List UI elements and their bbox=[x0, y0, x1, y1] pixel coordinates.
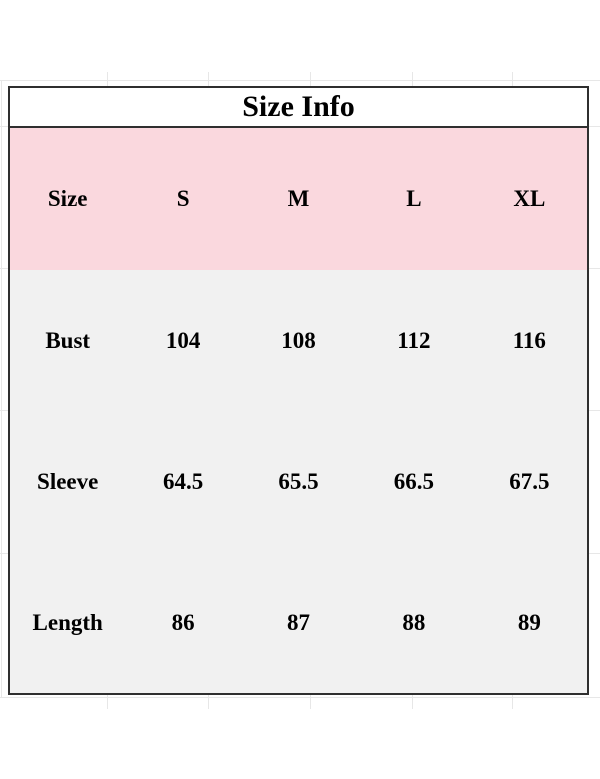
sheet-gridline bbox=[589, 553, 600, 554]
sheet-gridline bbox=[1, 80, 2, 698]
sleeve-xl-value: 67.5 bbox=[509, 468, 550, 494]
size-s-header: S bbox=[176, 186, 190, 211]
size-l-header: L bbox=[406, 186, 422, 211]
size-m-header: M bbox=[287, 186, 310, 211]
bust-l-value: 112 bbox=[397, 327, 431, 353]
sheet-gridline bbox=[512, 695, 513, 709]
sheet-gridline bbox=[412, 695, 413, 709]
size-header-row: Size S M L XL bbox=[10, 128, 587, 270]
sheet-gridline bbox=[310, 695, 311, 709]
sheet-gridline bbox=[0, 126, 8, 127]
sheet-gridline bbox=[0, 697, 600, 698]
sheet-gridline bbox=[208, 695, 209, 709]
sheet-gridline bbox=[412, 72, 413, 86]
sleeve-label: Sleeve bbox=[37, 468, 99, 494]
sheet-gridline bbox=[589, 126, 600, 127]
size-xl-header: XL bbox=[513, 186, 546, 211]
length-s-value: 86 bbox=[171, 609, 195, 635]
sleeve-s-value: 64.5 bbox=[162, 468, 204, 494]
sheet-gridline bbox=[310, 72, 311, 86]
length-l-value: 88 bbox=[402, 609, 426, 635]
sleeve-row: Sleeve 64.5 65.5 66.5 67.5 bbox=[10, 411, 587, 552]
bust-s-value: 104 bbox=[165, 327, 201, 353]
sheet-gridline bbox=[512, 72, 513, 86]
sheet-gridline bbox=[107, 695, 108, 709]
length-m-value: 87 bbox=[287, 609, 311, 635]
sheet-gridline bbox=[107, 72, 108, 86]
bust-xl-value: 116 bbox=[512, 327, 546, 353]
sleeve-l-value: 66.5 bbox=[393, 468, 435, 494]
sheet-gridline bbox=[589, 268, 600, 269]
sleeve-m-value: 65.5 bbox=[278, 468, 319, 494]
table-title-row: Size Info bbox=[10, 88, 587, 128]
sheet-gridline bbox=[208, 72, 209, 86]
bust-m-value: 108 bbox=[281, 327, 316, 353]
length-label: Length bbox=[32, 609, 103, 635]
sheet-gridline bbox=[0, 80, 600, 81]
sheet-gridline bbox=[589, 410, 600, 411]
sheet-gridline bbox=[0, 553, 8, 554]
length-row: Length 86 87 88 89 bbox=[10, 552, 587, 693]
bust-row: Bust 104 108 112 116 bbox=[10, 270, 587, 411]
length-xl-value: 89 bbox=[517, 609, 541, 635]
size-column-label: Size bbox=[47, 186, 88, 211]
table-title: Size Info bbox=[242, 90, 355, 123]
sheet-gridline bbox=[0, 268, 8, 269]
bust-label: Bust bbox=[45, 327, 91, 353]
sheet-gridline bbox=[0, 410, 8, 411]
size-info-table: Size Info Size S M L XL Bust 104 108 112… bbox=[8, 86, 589, 695]
